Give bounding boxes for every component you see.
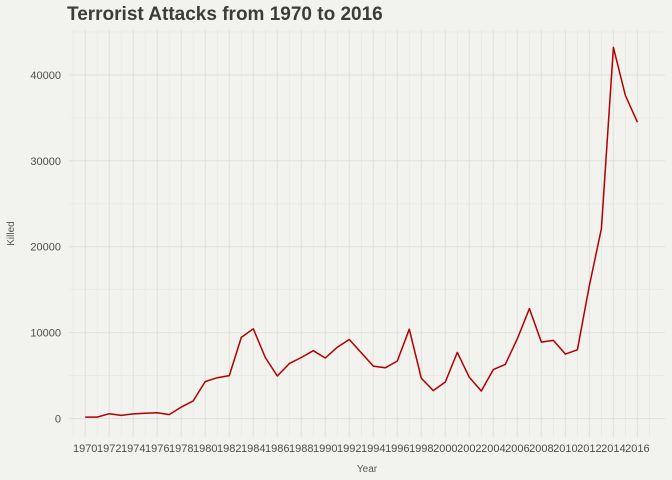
y-tick-label: 40000 xyxy=(30,70,61,82)
x-tick-label: 1996 xyxy=(385,443,409,455)
series-line xyxy=(85,46,639,418)
x-tick-label: 1972 xyxy=(97,443,121,455)
x-tick-label: 1990 xyxy=(313,443,337,455)
x-tick-label: 1998 xyxy=(409,443,433,455)
y-tick-label: 30000 xyxy=(30,156,61,168)
x-tick-label: 2006 xyxy=(505,443,529,455)
x-tick-label: 1970 xyxy=(73,443,97,455)
x-tick-label: 1992 xyxy=(337,443,361,455)
x-tick-label: 2010 xyxy=(553,443,577,455)
x-tick-label: 1978 xyxy=(169,443,193,455)
y-tick-label: 10000 xyxy=(30,328,61,340)
x-tick-label: 2008 xyxy=(529,443,553,455)
x-tick-label: 2012 xyxy=(577,443,601,455)
x-tick-label: 2014 xyxy=(601,443,625,455)
y-tick-label: 20000 xyxy=(30,242,61,254)
y-tick-label: 0 xyxy=(55,414,61,426)
x-tick-label: 1988 xyxy=(289,443,313,455)
x-tick-label: 2004 xyxy=(481,443,505,455)
y-axis-label: Killed xyxy=(6,221,17,245)
x-axis-label: Year xyxy=(357,464,378,475)
x-tick-label: 2002 xyxy=(457,443,481,455)
chart-title: Terrorist Attacks from 1970 to 2016 xyxy=(67,4,383,25)
x-tick-label: 1976 xyxy=(145,443,169,455)
x-tick-label: 1984 xyxy=(241,443,265,455)
x-tick-label: 1974 xyxy=(121,443,145,455)
x-tick-label: 1986 xyxy=(265,443,289,455)
x-tick-label: 1994 xyxy=(361,443,385,455)
x-tick-label: 2016 xyxy=(625,443,649,455)
x-tick-label: 1982 xyxy=(217,443,241,455)
x-tick-label: 2000 xyxy=(433,443,457,455)
x-tick-label: 1980 xyxy=(193,443,217,455)
